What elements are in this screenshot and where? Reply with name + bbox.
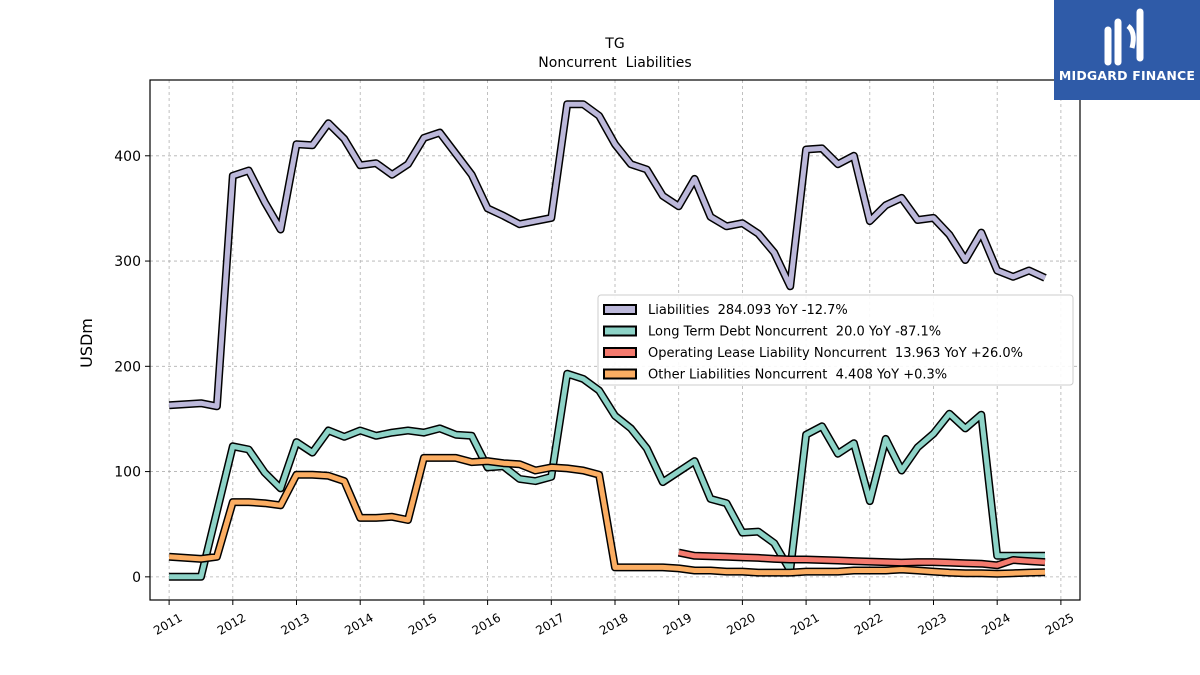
- x-tick-label: 2011: [151, 610, 184, 637]
- legend-swatch: [603, 304, 637, 315]
- x-tick-label: 2022: [852, 610, 885, 637]
- x-tick-label: 2018: [597, 610, 630, 637]
- x-tick-label: 2016: [470, 610, 503, 637]
- x-tick-label: 2017: [533, 610, 566, 637]
- legend-swatch: [603, 347, 637, 358]
- legend-entry: Operating Lease Liability Noncurrent 13.…: [648, 346, 1023, 361]
- legend-swatch: [603, 325, 637, 337]
- y-tick-label: 300: [114, 254, 141, 270]
- series-line: [168, 455, 1046, 577]
- y-axis: 0 100 200 300 400: [114, 149, 150, 586]
- x-tick-label: 2012: [215, 610, 248, 637]
- series-line: [169, 371, 1045, 580]
- x-tick-label: 2025: [1043, 610, 1076, 637]
- y-tick-label: 100: [114, 465, 141, 481]
- x-tick-label: 2024: [979, 610, 1012, 637]
- legend-entry: Other Liabilities Noncurrent 4.408 YoY +…: [648, 368, 947, 383]
- brand-name: MIDGARD FINANCE: [1058, 68, 1196, 83]
- series-line: [678, 550, 1046, 568]
- x-tick-label: 2019: [661, 610, 694, 637]
- x-tick-label: 2021: [788, 610, 821, 637]
- x-tick-label: 2014: [342, 610, 375, 637]
- chart-subtitle: Noncurrent Liabilities: [538, 55, 691, 71]
- y-tick-label: 400: [114, 149, 141, 165]
- series-line: [168, 101, 1047, 409]
- x-tick-label: 2015: [406, 610, 439, 637]
- x-tick-label: 2020: [724, 610, 757, 637]
- legend-box: [597, 294, 1074, 386]
- x-tick-label: 2013: [279, 610, 312, 637]
- y-axis-label: USDm: [77, 318, 96, 368]
- series-0: [168, 100, 1047, 411]
- y-tick-label: 200: [114, 359, 141, 375]
- legend-entry: Liabilities 284.093 YoY -12.7%: [648, 303, 848, 318]
- chart-title: TG: [604, 36, 624, 52]
- x-tick-label: 2023: [916, 610, 949, 637]
- series-3: [168, 453, 1046, 578]
- legend: Liabilities 284.093 YoY -12.7% Long Term …: [597, 294, 1074, 386]
- y-tick-label: 0: [132, 570, 141, 586]
- brand-logo: MIDGARD FINANCE: [1054, 0, 1200, 100]
- series-1: [169, 369, 1045, 581]
- series-layer: [168, 100, 1047, 581]
- series-2: [677, 548, 1046, 570]
- x-axis: 2011 2012 2013 2014 2015 2016 2017 2018 2019 2020…: [151, 600, 1076, 638]
- midgard-logo-icon: [1104, 8, 1144, 66]
- legend-swatch: [603, 368, 637, 380]
- legend-entry: Long Term Debt Noncurrent 20.0 YoY -87.1…: [648, 325, 941, 340]
